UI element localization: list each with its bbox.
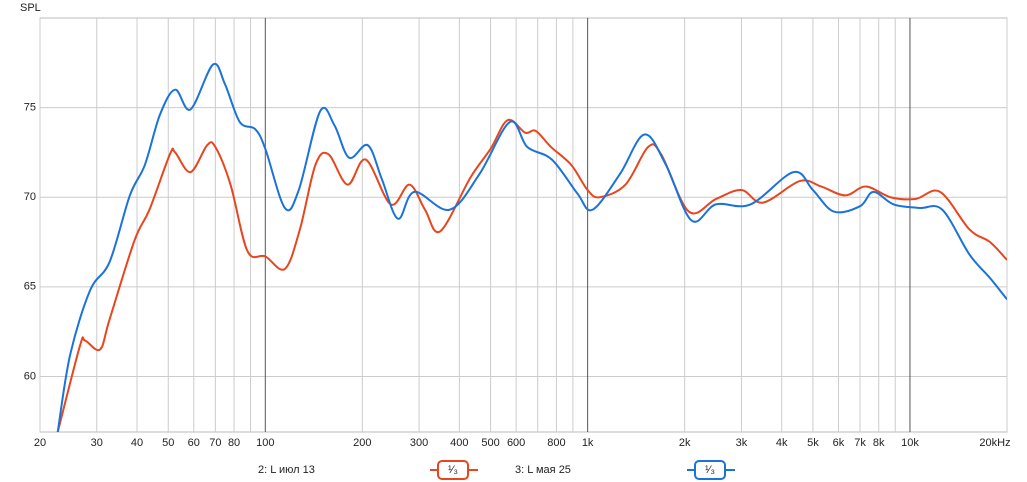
x-tick-label: 1k <box>582 437 594 449</box>
x-tick-label: 10k <box>901 437 919 449</box>
y-tick-label: 60 <box>24 370 36 382</box>
legend-smoothing-box <box>437 460 469 480</box>
x-tick-label: 300 <box>410 437 428 449</box>
x-tick-label: 2k <box>679 437 691 449</box>
x-tick-label: 3k <box>736 437 748 449</box>
x-tick-label: 500 <box>481 437 499 449</box>
x-tick-label: 800 <box>547 437 565 449</box>
series-line <box>56 118 1007 432</box>
x-tick-label: 50 <box>162 437 174 449</box>
legend-label: 3: L мая 25 <box>515 464 571 476</box>
x-tick-label: 8k <box>873 437 885 449</box>
y-tick-label: 75 <box>24 102 36 114</box>
legend-smoothing: ¹⁄₃ <box>448 464 458 476</box>
plot-area <box>39 17 1008 433</box>
x-tick-label: 40 <box>131 437 143 449</box>
x-tick-label: 20 <box>34 437 46 449</box>
x-tick-label: 7k <box>854 437 866 449</box>
x-tick-label: 80 <box>228 437 240 449</box>
x-tick-label: 200 <box>353 437 371 449</box>
legend-label: 2: L июл 13 <box>258 464 315 476</box>
y-axis-label: SPL <box>20 2 41 14</box>
x-tick-label: 6k <box>833 437 845 449</box>
y-tick-label: 65 <box>24 281 36 293</box>
y-tick-label: 70 <box>24 191 36 203</box>
x-tick-label: 100 <box>256 437 274 449</box>
x-tick-label: 60 <box>188 437 200 449</box>
x-tick-label: 70 <box>209 437 221 449</box>
legend-smoothing: ¹⁄₃ <box>705 464 715 476</box>
x-tick-label: 30 <box>91 437 103 449</box>
x-tick-label: 600 <box>507 437 525 449</box>
x-tick-label: 400 <box>450 437 468 449</box>
legend-smoothing-box <box>694 460 726 480</box>
x-tick-label: 20kHz <box>979 437 1010 449</box>
x-tick-label: 4k <box>776 437 788 449</box>
series-line <box>56 62 1007 432</box>
x-tick-label: 5k <box>807 437 819 449</box>
